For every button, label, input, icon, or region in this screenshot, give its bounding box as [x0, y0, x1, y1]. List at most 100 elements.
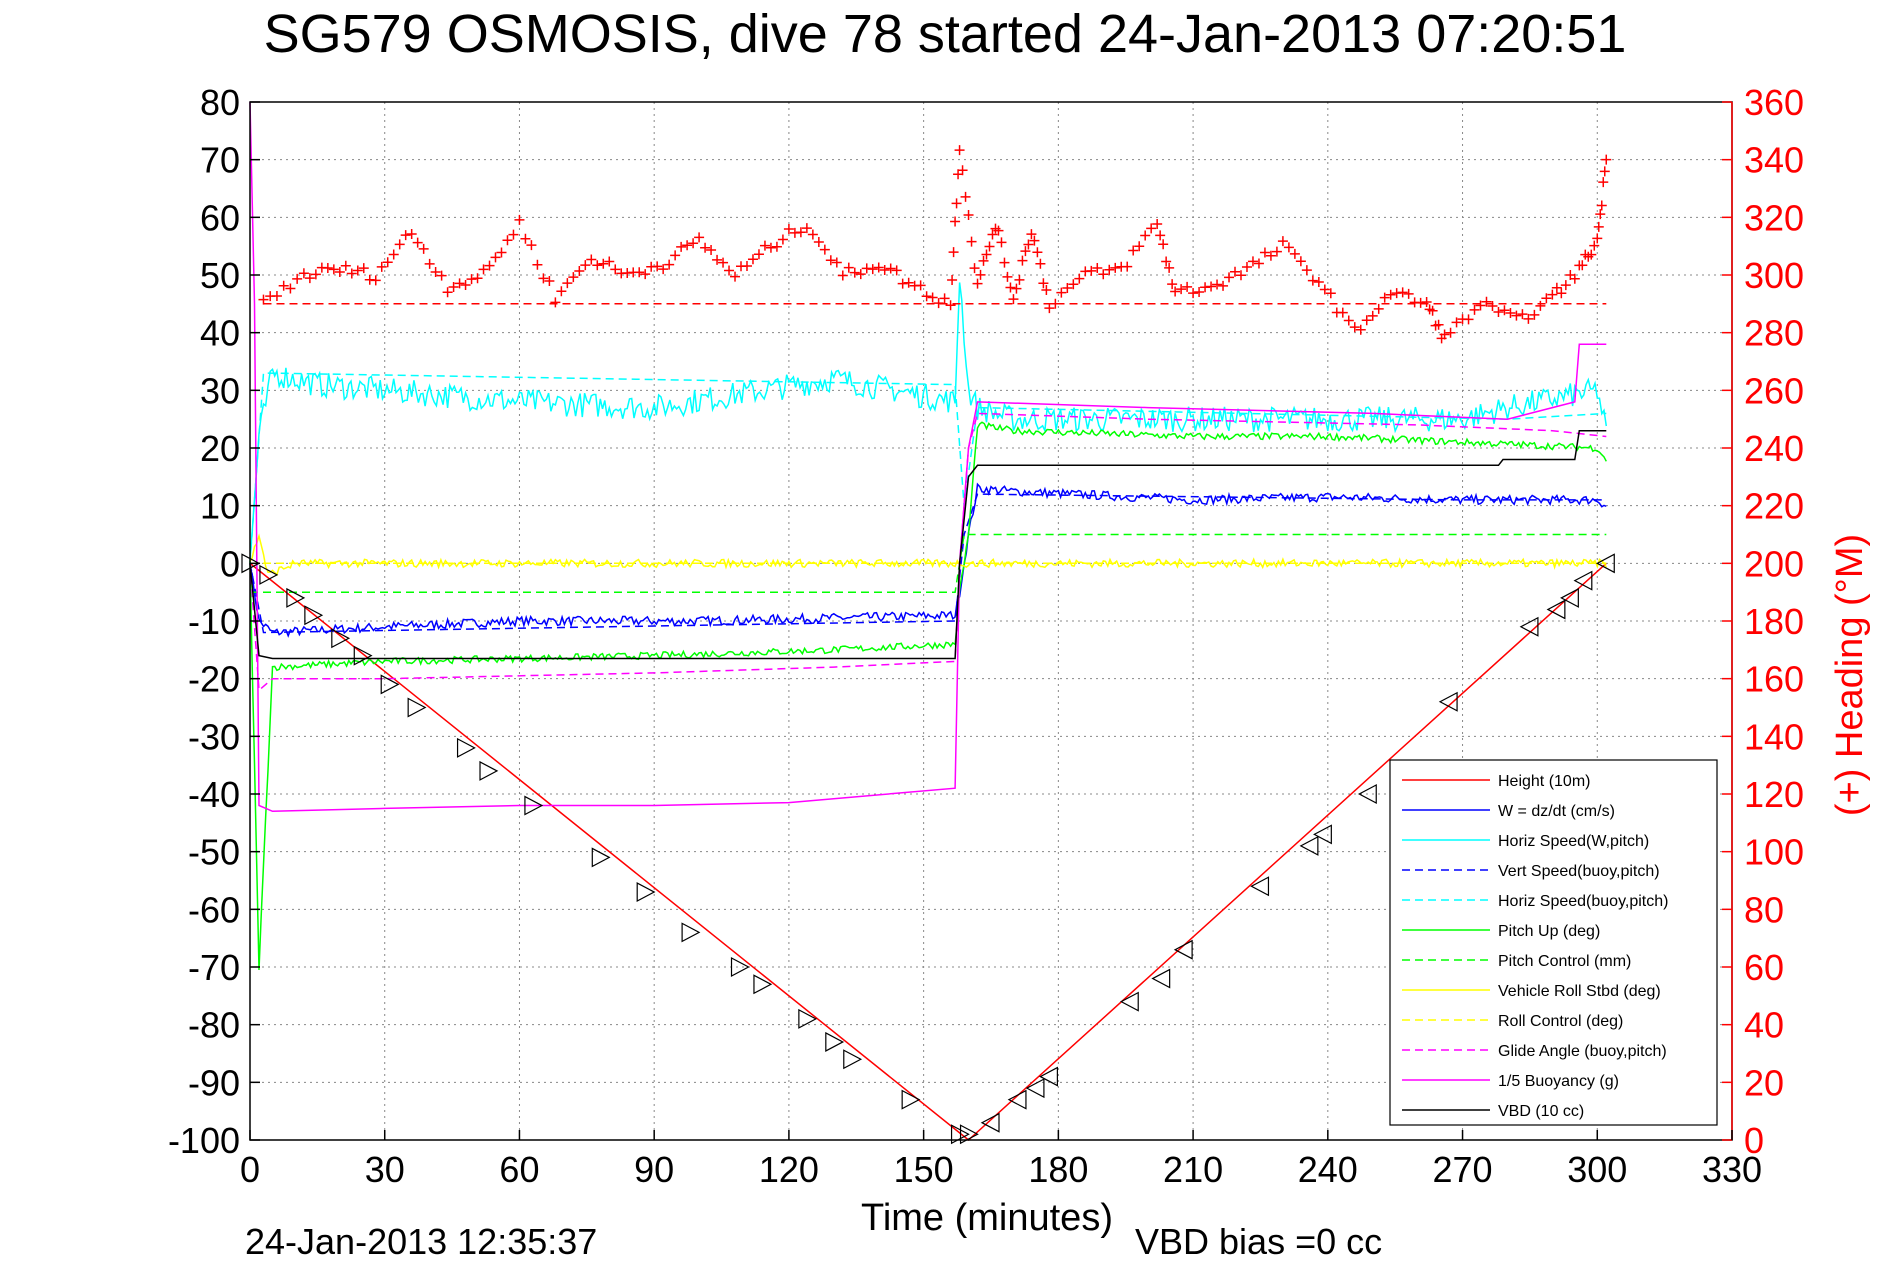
heading-marker — [1569, 273, 1580, 284]
depth-marker — [1250, 876, 1270, 897]
heading-marker — [957, 165, 968, 176]
series-layer — [249, 101, 1608, 1141]
heading-marker — [1367, 310, 1378, 321]
heading-marker — [1188, 288, 1199, 299]
depth-marker — [753, 974, 773, 995]
depth-marker — [331, 628, 351, 649]
heading-marker — [670, 250, 681, 261]
heading-marker — [718, 257, 729, 268]
heading-marker — [1427, 305, 1438, 316]
heading-marker — [1325, 288, 1336, 299]
y-tick-label: 30 — [200, 370, 240, 411]
heading-marker — [334, 266, 345, 277]
chart-title: SG579 OSMOSIS, dive 78 started 24-Jan-20… — [264, 4, 1627, 64]
x-tick-label: 120 — [759, 1149, 819, 1190]
heading-marker — [520, 233, 531, 244]
y-right-tick-label: 80 — [1744, 889, 1784, 930]
heading-marker — [1152, 218, 1163, 229]
heading-marker — [258, 294, 269, 305]
y-right-tick-label: 320 — [1744, 197, 1804, 238]
depth-marker — [1519, 616, 1539, 637]
heading-marker — [406, 229, 417, 240]
print-timestamp: 24-Jan-2013 12:35:37 — [245, 1221, 597, 1262]
heading-marker — [1577, 260, 1588, 271]
heading-marker — [562, 278, 573, 289]
legend-label: 1/5 Buoyancy (g) — [1498, 1073, 1619, 1090]
heading-marker — [1023, 239, 1034, 250]
heading-marker — [1158, 239, 1169, 250]
y-right-tick-label: 360 — [1744, 82, 1804, 123]
x-tick-label: 90 — [634, 1149, 674, 1190]
heading-marker — [945, 300, 956, 311]
heading-marker — [1493, 306, 1504, 317]
heading-marker — [526, 240, 537, 251]
series-pitch-control-mm- — [250, 533, 1607, 593]
heading-marker — [1511, 310, 1522, 321]
heading-marker — [1415, 297, 1426, 308]
y-right-tick-label: 340 — [1744, 140, 1804, 181]
heading-marker — [1014, 274, 1025, 285]
x-tick-label: 30 — [365, 1149, 405, 1190]
legend-label: W = dz/dt (cm/s) — [1498, 803, 1615, 820]
heading-marker — [1505, 307, 1516, 318]
heading-marker — [1161, 256, 1172, 267]
heading-marker — [947, 275, 958, 286]
legend-label: Horiz Speed(W,pitch) — [1498, 833, 1649, 850]
x-tick-label: 330 — [1702, 1149, 1762, 1190]
heading-marker — [568, 272, 579, 283]
heading-marker — [1194, 286, 1205, 297]
heading-marker — [948, 247, 959, 258]
heading-marker — [730, 271, 741, 282]
heading-marker — [1547, 289, 1558, 300]
right-axis: 0 20 40 60 80 100 120 140 160 180 200 220 240 260 280 3… — [1722, 82, 1804, 1161]
heading-marker — [586, 254, 597, 265]
depth-marker — [730, 957, 750, 977]
y-right-tick-label: 120 — [1744, 774, 1804, 815]
heading-marker — [1469, 304, 1480, 315]
series-vehicle-roll-stbd-deg- — [249, 533, 1607, 577]
heading-marker — [951, 198, 962, 209]
heading-marker — [478, 264, 489, 275]
heading-marker — [1433, 319, 1444, 330]
heading-marker — [424, 258, 435, 269]
heading-marker — [1017, 255, 1028, 266]
heading-marker — [1164, 262, 1175, 273]
heading-marker — [346, 268, 357, 279]
heading-marker — [1385, 289, 1396, 300]
heading-marker — [700, 242, 711, 253]
y-tick-label: 20 — [200, 428, 240, 469]
heading-marker — [1241, 261, 1252, 272]
heading-marker — [885, 263, 896, 274]
heading-marker — [915, 280, 926, 291]
series-horiz-speed-w-pitch- — [249, 282, 1608, 560]
heading-marker — [1349, 322, 1360, 333]
y-tick-label: 10 — [200, 486, 240, 527]
heading-marker — [1523, 313, 1534, 324]
depth-marker — [798, 1008, 818, 1029]
heading-marker — [1295, 256, 1306, 267]
y-right-tick-label: 40 — [1744, 1005, 1784, 1046]
heading-marker — [502, 235, 513, 246]
series-vert-speed-buoy-pitch- — [249, 493, 1607, 634]
heading-marker — [538, 273, 549, 284]
depth-marker — [479, 760, 499, 781]
heading-marker — [310, 269, 321, 280]
right-axis-label: (+) Heading (°M) — [1829, 534, 1871, 816]
x-tick-label: 180 — [1028, 1149, 1088, 1190]
depth-marker — [959, 1124, 979, 1145]
heading-marker — [1421, 297, 1432, 308]
heading-marker — [1391, 288, 1402, 299]
left-axis: -100-90-80-70-60-50-40-30-20-10010203040… — [168, 82, 260, 1161]
heading-marker — [1361, 315, 1372, 326]
depth-marker — [407, 697, 427, 718]
heading-marker — [1074, 273, 1085, 284]
y-tick-label: 50 — [200, 255, 240, 296]
heading-marker — [688, 238, 699, 249]
legend-label: Vehicle Roll Stbd (deg) — [1498, 983, 1661, 1000]
heading-marker — [753, 249, 764, 260]
heading-marker — [975, 269, 986, 280]
heading-marker — [340, 260, 351, 271]
heading-marker — [1475, 300, 1486, 311]
heading-marker — [1319, 284, 1330, 295]
heading-marker — [849, 267, 860, 278]
